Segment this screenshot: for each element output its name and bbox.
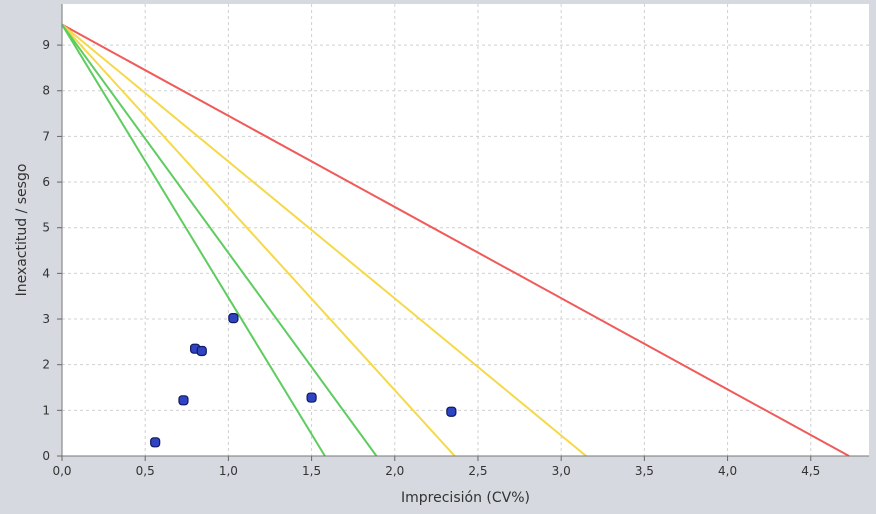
y-axis-label: Inexactitud / sesgo (14, 164, 30, 297)
y-tick-label: 5 (42, 221, 50, 235)
limit-line-yellow (61, 23, 456, 457)
y-tick-label: 8 (42, 84, 50, 98)
x-tick-label: 3,5 (635, 464, 654, 478)
grid-lines (62, 4, 869, 456)
x-tick-label: 0,0 (52, 464, 71, 478)
data-point (306, 392, 317, 403)
limit-line-green (61, 24, 326, 457)
data-point (446, 406, 457, 417)
x-tick-label: 2,5 (468, 464, 487, 478)
data-point (178, 395, 189, 406)
x-tick-label: 1,0 (219, 464, 238, 478)
x-tick-label: 3,0 (552, 464, 571, 478)
y-tick-label: 0 (42, 449, 50, 463)
x-axis-label: Imprecisión (CV%) (401, 490, 530, 506)
limit-lines (61, 23, 850, 457)
data-point (228, 313, 239, 324)
y-tick-label: 4 (42, 266, 50, 280)
x-tick-label: 0,5 (136, 464, 155, 478)
data-points (150, 313, 457, 448)
data-point (196, 345, 207, 357)
x-tick-label: 1,5 (302, 464, 321, 478)
x-tick-label: 4,0 (718, 464, 737, 478)
plot-area (62, 4, 869, 456)
y-tick-label: 1 (42, 403, 50, 417)
y-tick-label: 3 (42, 312, 50, 326)
y-tick-label: 2 (42, 358, 50, 372)
x-tick-label: 2,0 (385, 464, 404, 478)
limit-line-yellow (61, 23, 587, 457)
limit-line-red (61, 23, 850, 457)
data-point (150, 437, 161, 448)
y-tick-label: 7 (42, 129, 50, 143)
y-tick-label: 6 (42, 175, 50, 189)
y-tick-label: 9 (42, 38, 50, 52)
limit-line-green (61, 23, 378, 457)
x-tick-label: 4,5 (801, 464, 820, 478)
axes: 0,0 0,5 1,0 1,5 2,0 2,5 3,0 3,5 4,0 4,5 0 1 2 3 4 5 6 7 8 9 (42, 4, 869, 478)
